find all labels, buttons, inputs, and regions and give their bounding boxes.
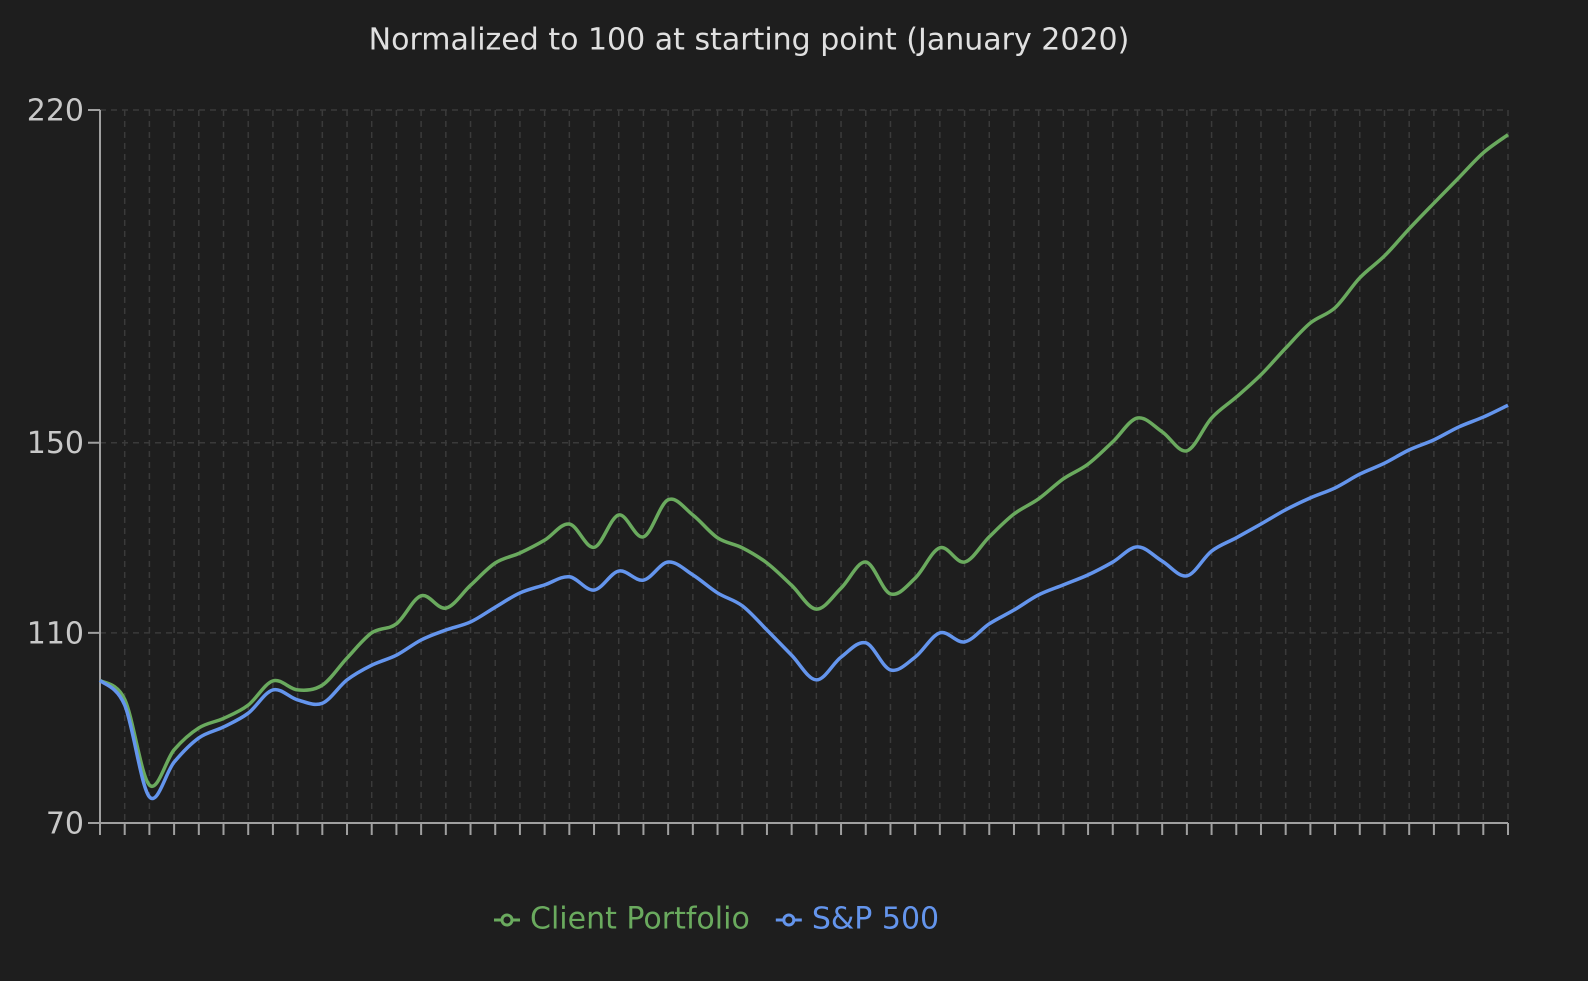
series-line	[98, 403, 1509, 801]
chart-title: Normalized to 100 at starting point (Jan…	[369, 23, 1130, 58]
y-tick-label: 150	[27, 426, 84, 461]
legend-label: Client Portfolio	[530, 902, 750, 937]
legend-label: S&P 500	[812, 902, 939, 937]
series-line	[98, 133, 1510, 789]
y-tick-label: 110	[27, 616, 84, 651]
legend: Client Portfolio S&P 500	[494, 902, 939, 937]
legend-marker	[500, 913, 514, 927]
y-tick-label: 70	[46, 807, 84, 842]
y-tick-label: 220	[27, 94, 84, 129]
legend-marker	[782, 913, 796, 927]
